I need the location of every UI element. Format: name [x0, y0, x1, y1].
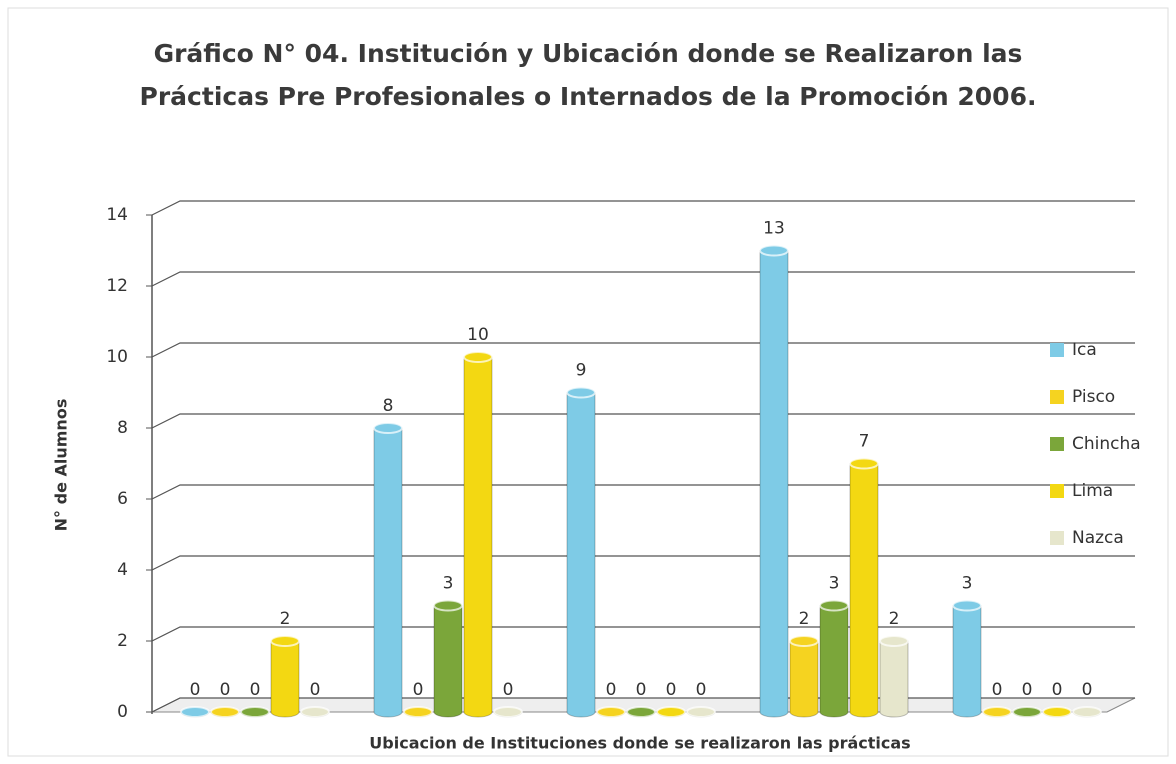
value-label: 2 — [280, 609, 291, 629]
value-label: 0 — [250, 680, 261, 700]
grid-line — [151, 484, 1135, 500]
legend-swatch — [1050, 531, 1064, 545]
bar — [879, 640, 909, 718]
grid-line — [151, 555, 1135, 571]
legend-label: Lima — [1072, 481, 1113, 501]
grid-line — [151, 626, 1135, 642]
bar — [789, 640, 819, 718]
grid-line — [151, 200, 1135, 216]
value-label: 0 — [636, 680, 647, 700]
bar-cap — [686, 706, 716, 718]
bar — [373, 427, 403, 718]
bar — [759, 250, 789, 718]
value-label: 0 — [606, 680, 617, 700]
grid-line — [151, 413, 1135, 429]
legend-swatch — [1050, 484, 1064, 498]
value-label: 7 — [859, 432, 870, 452]
bar-cap — [373, 422, 403, 434]
bar-cap — [789, 635, 819, 647]
bar-cap — [626, 706, 656, 718]
legend-label: Ica — [1072, 340, 1097, 360]
grid-line — [151, 342, 1135, 358]
y-tick-label: 8 — [117, 418, 128, 438]
x-axis-title: Ubicacion de Instituciones donde se real… — [369, 734, 910, 753]
legend-swatch — [1050, 437, 1064, 451]
chart-title: Gráfico N° 04. Institución y Ubicación d… — [154, 39, 1023, 68]
value-label: 0 — [503, 680, 514, 700]
bar-cap — [300, 706, 330, 718]
value-label: 2 — [889, 609, 900, 629]
value-label: 9 — [576, 361, 587, 381]
grid-line — [151, 271, 1135, 287]
value-label: 13 — [763, 219, 785, 239]
bar-cap — [1012, 706, 1042, 718]
value-label: 2 — [799, 609, 810, 629]
bar-cap — [819, 599, 849, 612]
legend-label: Chincha — [1072, 434, 1141, 454]
bar-cap — [180, 706, 210, 718]
bar-cap — [656, 706, 686, 718]
value-label: 8 — [383, 396, 394, 416]
y-tick-label: 12 — [106, 276, 128, 296]
value-label: 0 — [310, 680, 321, 700]
bar-cap — [240, 706, 270, 718]
bar — [463, 356, 493, 718]
bar — [433, 605, 463, 718]
bar-cap — [982, 706, 1012, 718]
bar — [849, 463, 879, 718]
y-tick-label: 0 — [117, 702, 128, 722]
bar-cap — [493, 706, 523, 718]
legend-swatch — [1050, 343, 1064, 357]
legend-swatch — [1050, 390, 1064, 404]
bar-cap — [566, 386, 596, 399]
value-label: 0 — [666, 680, 677, 700]
value-label: 0 — [696, 680, 707, 700]
bar-cap — [596, 706, 626, 718]
value-label: 0 — [1082, 680, 1093, 700]
bar-cap — [952, 599, 982, 612]
y-tick-label: 2 — [117, 631, 128, 651]
bar-cap — [270, 635, 300, 647]
bar-cap — [210, 706, 240, 718]
bar — [952, 605, 982, 718]
bar-cap — [433, 599, 463, 612]
bar-cap — [463, 351, 493, 363]
bar — [566, 392, 596, 718]
y-tick-label: 4 — [117, 560, 128, 580]
bar — [819, 605, 849, 718]
y-tick-label: 6 — [117, 489, 128, 509]
bar-cap — [403, 706, 433, 718]
bar-cap — [879, 635, 909, 647]
y-tick-label: 14 — [106, 205, 128, 225]
bar-cap — [1072, 706, 1102, 718]
bar-cap — [849, 457, 879, 470]
chart-frame — [7, 7, 1169, 757]
bar-cap — [759, 244, 789, 257]
value-label: 0 — [413, 680, 424, 700]
value-label: 0 — [1022, 680, 1033, 700]
y-tick-label: 10 — [106, 347, 128, 367]
bar-cap — [1042, 706, 1072, 718]
legend-label: Nazca — [1072, 528, 1124, 548]
value-label: 0 — [1052, 680, 1063, 700]
chart-title: Prácticas Pre Profesionales o Internados… — [140, 82, 1037, 111]
bar — [270, 640, 300, 718]
value-label: 3 — [829, 574, 840, 594]
value-label: 10 — [467, 325, 489, 345]
value-label: 3 — [962, 574, 973, 594]
value-label: 0 — [992, 680, 1003, 700]
value-label: 0 — [190, 680, 201, 700]
value-label: 0 — [220, 680, 231, 700]
legend-label: Pisco — [1072, 387, 1115, 407]
y-axis-title: N° de Alumnos — [52, 399, 71, 532]
value-label: 3 — [443, 574, 454, 594]
